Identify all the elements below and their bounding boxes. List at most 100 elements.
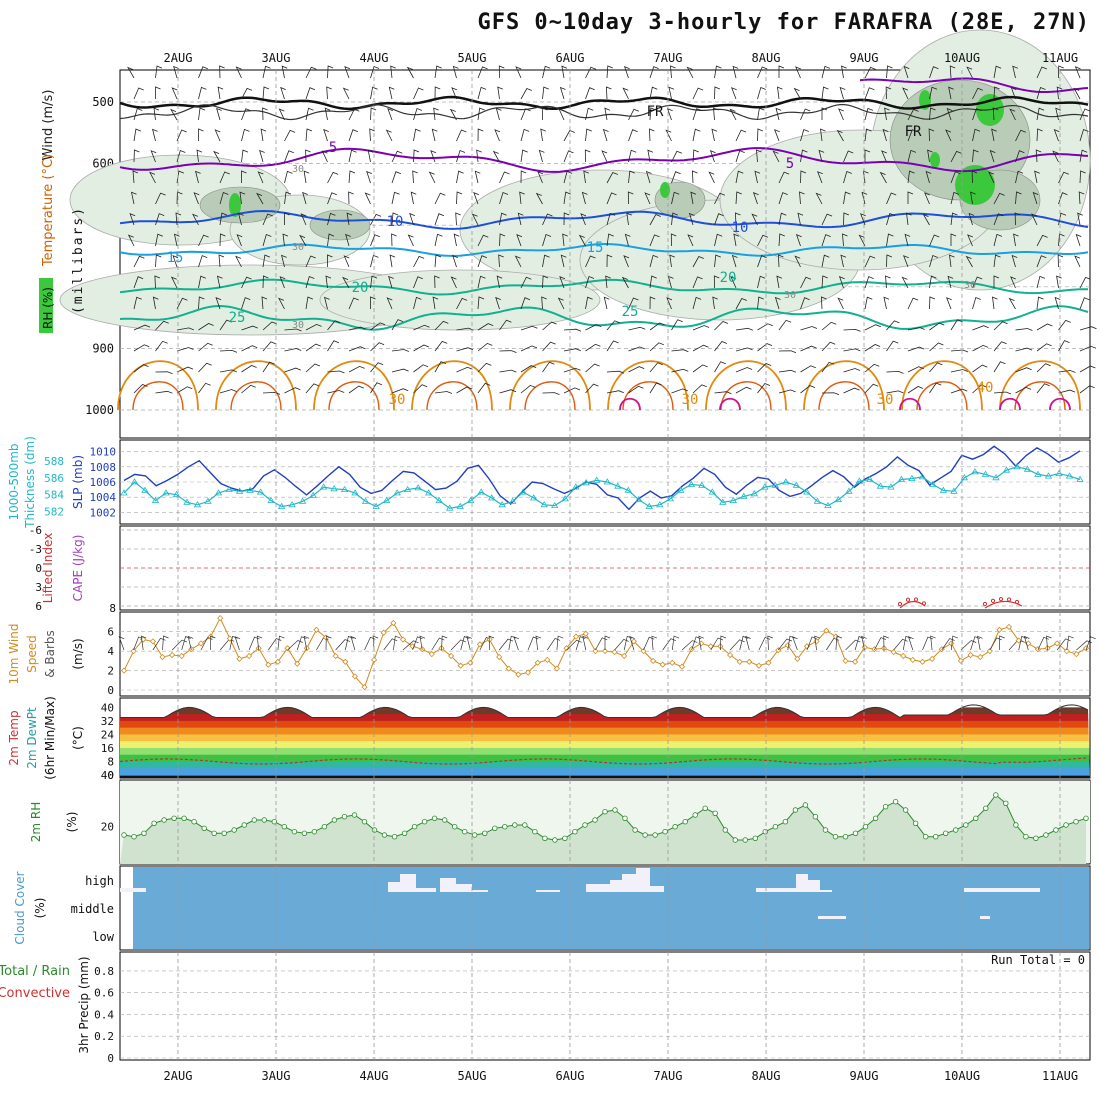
thickness-marker bbox=[487, 494, 496, 501]
wind-barb bbox=[542, 86, 549, 100]
rh-marker bbox=[421, 819, 428, 825]
wind-speed-marker bbox=[505, 665, 512, 672]
wind-barb bbox=[1079, 128, 1089, 142]
wind-barb bbox=[198, 382, 211, 394]
wind-barb bbox=[305, 128, 313, 142]
wind-barb bbox=[649, 254, 659, 268]
wind-speed-marker bbox=[1005, 623, 1013, 630]
wind-barb bbox=[176, 386, 193, 394]
rh-marker bbox=[722, 827, 728, 833]
wind-barb bbox=[626, 212, 632, 226]
wind-speed-marker bbox=[553, 665, 560, 672]
wind-barb bbox=[262, 341, 277, 352]
wind-barb bbox=[907, 149, 917, 163]
wind-speed-marker bbox=[399, 636, 407, 643]
wind-barb bbox=[1079, 149, 1088, 163]
wind-barb bbox=[1014, 212, 1021, 226]
wind-barb bbox=[929, 86, 938, 100]
rh-marker bbox=[121, 832, 127, 838]
wind-barb bbox=[774, 296, 781, 310]
wind-barb bbox=[601, 150, 608, 163]
wind-barb bbox=[585, 66, 597, 79]
wind-barb bbox=[155, 192, 166, 205]
thickness-marker bbox=[456, 502, 464, 509]
wind-barb bbox=[1055, 107, 1061, 121]
rh-marker bbox=[812, 814, 819, 820]
wind-barb bbox=[214, 129, 221, 142]
wind-barb-10m bbox=[187, 635, 194, 651]
thickness-marker bbox=[1034, 470, 1042, 477]
wind-barb bbox=[886, 254, 893, 268]
wind-barb bbox=[477, 107, 485, 121]
wind-barb bbox=[305, 323, 322, 331]
wind-barb bbox=[241, 345, 258, 352]
wind-barb bbox=[968, 212, 975, 226]
slp-thickness-panel: 1010 1008 1006 1004 1002 588 586 584 582 1000-50… bbox=[7, 436, 1091, 529]
rh-marker bbox=[1023, 834, 1029, 840]
wind-barb bbox=[821, 392, 840, 396]
ua-contour-label: 25 bbox=[229, 310, 246, 326]
wind-barb-10m bbox=[412, 636, 423, 651]
wind-barb bbox=[520, 108, 531, 121]
wind-barb bbox=[907, 297, 919, 310]
wind-barb bbox=[370, 275, 378, 289]
wind-barb bbox=[604, 107, 611, 121]
cloud-high-bar bbox=[650, 886, 664, 892]
wind-barb bbox=[714, 254, 721, 268]
wind-barb bbox=[284, 150, 294, 163]
wind-barb bbox=[993, 86, 1000, 100]
wind-barb bbox=[284, 170, 293, 184]
wind-barb bbox=[886, 320, 900, 331]
wind-barb bbox=[993, 275, 1000, 288]
wind-barb-10m bbox=[883, 635, 889, 651]
wind-barb bbox=[1036, 296, 1044, 310]
thick-ytick: 582 bbox=[44, 506, 64, 519]
wind-speed-marker bbox=[342, 658, 349, 665]
wind-barb bbox=[649, 213, 661, 226]
wind-barb bbox=[752, 192, 759, 205]
temp-contour-35 bbox=[426, 381, 478, 411]
wind-barb bbox=[520, 384, 536, 394]
wind-barb bbox=[972, 364, 988, 373]
wind-barb bbox=[172, 255, 179, 268]
wind-barb bbox=[155, 65, 163, 79]
wind-barb bbox=[262, 254, 271, 268]
wind-barb bbox=[219, 171, 230, 184]
wind-barb bbox=[219, 319, 232, 331]
ua-contour-label: 15 bbox=[167, 250, 184, 266]
wind-barb bbox=[649, 322, 665, 331]
rh-marker bbox=[902, 807, 909, 813]
cloud-level-label: low bbox=[92, 930, 114, 944]
wind-barb-10m bbox=[296, 636, 307, 651]
wind-speed-marker bbox=[159, 653, 166, 661]
thickness-marker bbox=[656, 501, 664, 508]
wind-barb bbox=[671, 368, 689, 373]
wind-barb bbox=[477, 86, 487, 100]
wind-barb bbox=[282, 233, 289, 247]
slp-ytick: 1010 bbox=[90, 446, 117, 459]
slp-ytick: 1004 bbox=[90, 491, 117, 504]
wind-barb bbox=[495, 296, 501, 310]
wind-barb bbox=[1058, 65, 1064, 79]
wind-barb bbox=[668, 86, 675, 100]
wind-barb bbox=[667, 275, 674, 289]
wind-speed-marker bbox=[534, 659, 541, 666]
wind-speed-marker bbox=[457, 662, 464, 669]
wind-ylabel1: 10m Wind bbox=[7, 624, 21, 685]
wind-barb bbox=[391, 171, 402, 184]
wind-barb bbox=[542, 233, 552, 247]
wind-barb bbox=[175, 212, 182, 226]
wind-barb bbox=[797, 212, 804, 226]
x-tick-bottom: 9AUG bbox=[850, 1069, 879, 1083]
wind-barb bbox=[929, 322, 945, 331]
wind-barb bbox=[262, 65, 271, 79]
thickness-marker bbox=[466, 496, 475, 503]
wind-barb bbox=[130, 191, 137, 205]
wind-barb bbox=[132, 170, 139, 184]
wind-barb bbox=[864, 255, 876, 268]
wind-speed-marker bbox=[217, 615, 224, 622]
wind-barb bbox=[284, 129, 296, 142]
wind-barb bbox=[585, 296, 593, 310]
wind-barb bbox=[348, 365, 365, 373]
wind-speed-marker bbox=[428, 651, 435, 658]
